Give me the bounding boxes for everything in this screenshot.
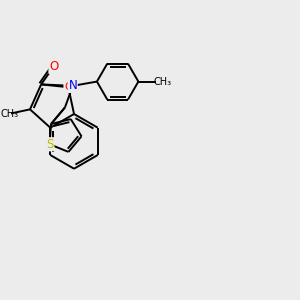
Text: N: N bbox=[68, 79, 77, 92]
Text: CH₃: CH₃ bbox=[154, 76, 172, 87]
Text: O: O bbox=[49, 60, 58, 73]
Text: CH₃: CH₃ bbox=[0, 109, 19, 119]
Text: O: O bbox=[64, 82, 73, 92]
Text: S: S bbox=[46, 138, 54, 151]
